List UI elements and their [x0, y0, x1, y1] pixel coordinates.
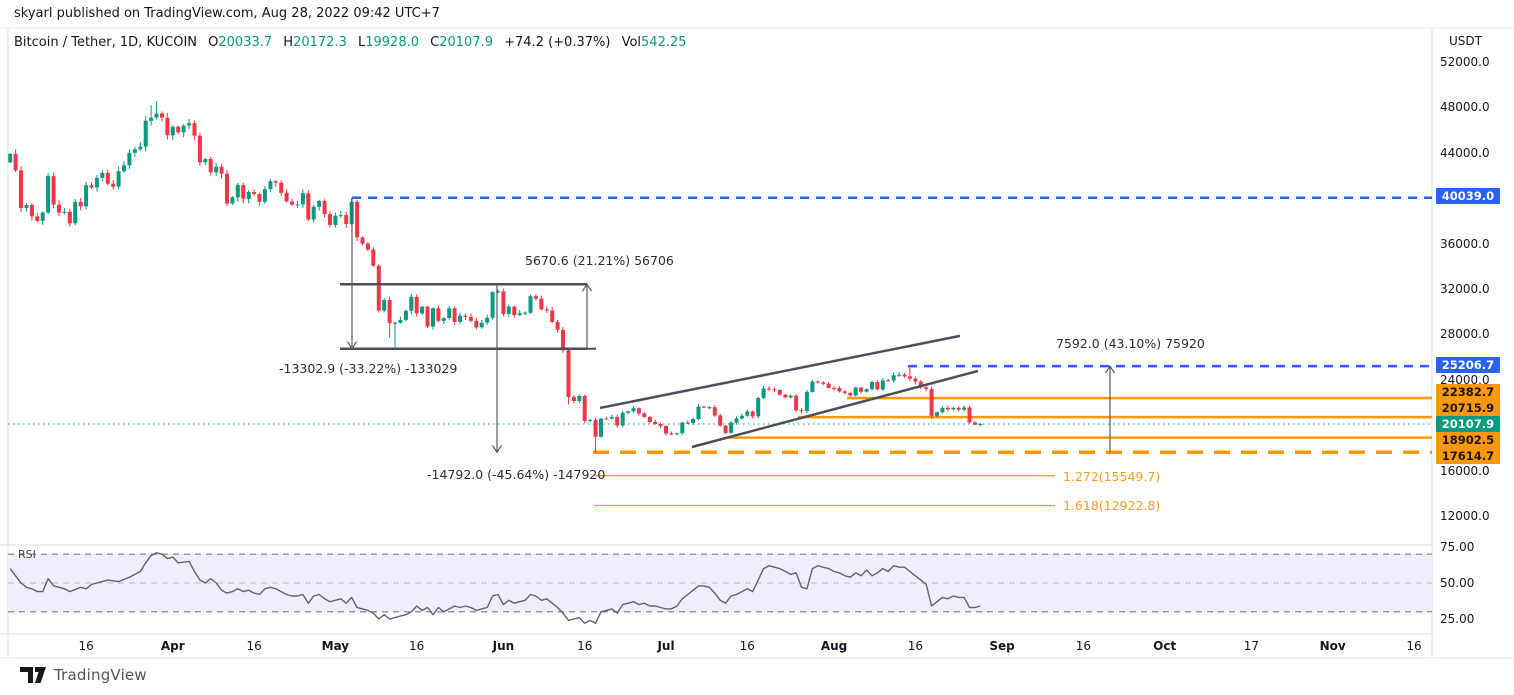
- rsi-tick: 50.00: [1440, 576, 1475, 590]
- measurement-label: 5670.6 (21.21%) 56706: [525, 253, 674, 268]
- price-tick: 16000.0: [1440, 463, 1490, 478]
- rsi-tick: 75.00: [1440, 540, 1475, 554]
- time-tick: 16: [1075, 639, 1091, 653]
- price-level-label: 40039.0: [1436, 188, 1500, 204]
- price-tick: 28000.0: [1440, 327, 1490, 342]
- open-value: 20033.7: [218, 35, 273, 50]
- published-info: skyarl published on TradingView.com, Aug…: [14, 6, 440, 21]
- price-level-label: 20715.9: [1436, 400, 1500, 416]
- tradingview-logo-icon: [20, 666, 46, 683]
- measurement-label: -13302.9 (-33.22%) -133029: [279, 361, 458, 376]
- price-tick: 36000.0: [1440, 236, 1490, 251]
- price-level-label: 22382.7: [1436, 384, 1500, 400]
- measurement-label: 7592.0 (43.10%) 75920: [1056, 336, 1205, 351]
- time-tick: 16: [409, 639, 425, 653]
- time-tick: May: [321, 639, 350, 653]
- price-tick: 52000.0: [1440, 55, 1490, 69]
- time-tick: Nov: [1319, 639, 1346, 653]
- measurement-label: 1.272(15549.7): [1063, 469, 1161, 484]
- time-tick: 16: [739, 639, 755, 653]
- pane-separators: [0, 27, 1514, 659]
- rsi-tick: 25.00: [1440, 612, 1475, 626]
- time-tick: Sep: [989, 639, 1015, 653]
- price-level-label: 25206.7: [1436, 357, 1500, 373]
- low-label: L: [357, 35, 366, 50]
- range-box[interactable]: [340, 282, 587, 350]
- price-level-label: 18902.5: [1436, 432, 1500, 448]
- volume-label: Vol: [621, 35, 642, 50]
- time-tick: Oct: [1153, 639, 1177, 653]
- time-tick: Aug: [820, 639, 848, 653]
- volume-value: 542.25: [641, 35, 687, 50]
- high-label: H: [283, 35, 294, 50]
- candlestick-series[interactable]: [8, 101, 983, 453]
- tradingview-brand-text: TradingView: [54, 666, 147, 684]
- close-value: 20107.9: [439, 35, 493, 50]
- time-tick: 16: [1406, 639, 1422, 653]
- time-tick: Jul: [657, 639, 675, 653]
- price-tick: 12000.0: [1440, 509, 1490, 523]
- time-tick: 16: [907, 639, 923, 653]
- horizontal-level-lines[interactable]: [8, 196, 1432, 507]
- open-label: O: [208, 35, 219, 50]
- price-axis-currency: USDT: [1449, 34, 1482, 48]
- symbol-title: Bitcoin / Tether, 1D, KUCOIN: [14, 35, 198, 50]
- measurement-label: 1.618(12922.8): [1063, 498, 1161, 513]
- rsi-line: [9, 552, 981, 624]
- price-tick: 32000.0: [1440, 282, 1490, 296]
- time-tick: Jun: [492, 639, 515, 653]
- high-value: 20172.3: [293, 35, 347, 50]
- low-value: 19928.0: [365, 35, 419, 50]
- price-tick: 24000.0: [1440, 372, 1490, 387]
- price-tick: 48000.0: [1440, 100, 1490, 115]
- measure-arrows[interactable]: [346, 197, 1116, 454]
- price-level-label: 17614.7: [1436, 448, 1500, 464]
- tradingview-footer[interactable]: TradingView: [20, 666, 147, 684]
- symbol-legend: Bitcoin / Tether, 1D, KUCOIN O20033.7 H2…: [14, 35, 687, 50]
- price-tick: 44000.0: [1440, 145, 1490, 160]
- time-tick: 16: [577, 639, 593, 653]
- trend-channel[interactable]: [599, 334, 979, 449]
- rsi-indicator-label: RSI: [18, 548, 36, 561]
- rsi-pane[interactable]: [8, 552, 1432, 624]
- time-tick: 17: [1243, 639, 1260, 653]
- time-tick: 16: [246, 639, 262, 653]
- change-value: +74.2 (+0.37%): [504, 35, 611, 50]
- time-tick: Apr: [160, 639, 185, 653]
- close-label: C: [430, 35, 440, 50]
- time-tick: 16: [78, 639, 94, 653]
- measurement-label: -14792.0 (-45.64%) -147920: [427, 467, 606, 482]
- price-level-label: 20107.9: [1436, 416, 1500, 432]
